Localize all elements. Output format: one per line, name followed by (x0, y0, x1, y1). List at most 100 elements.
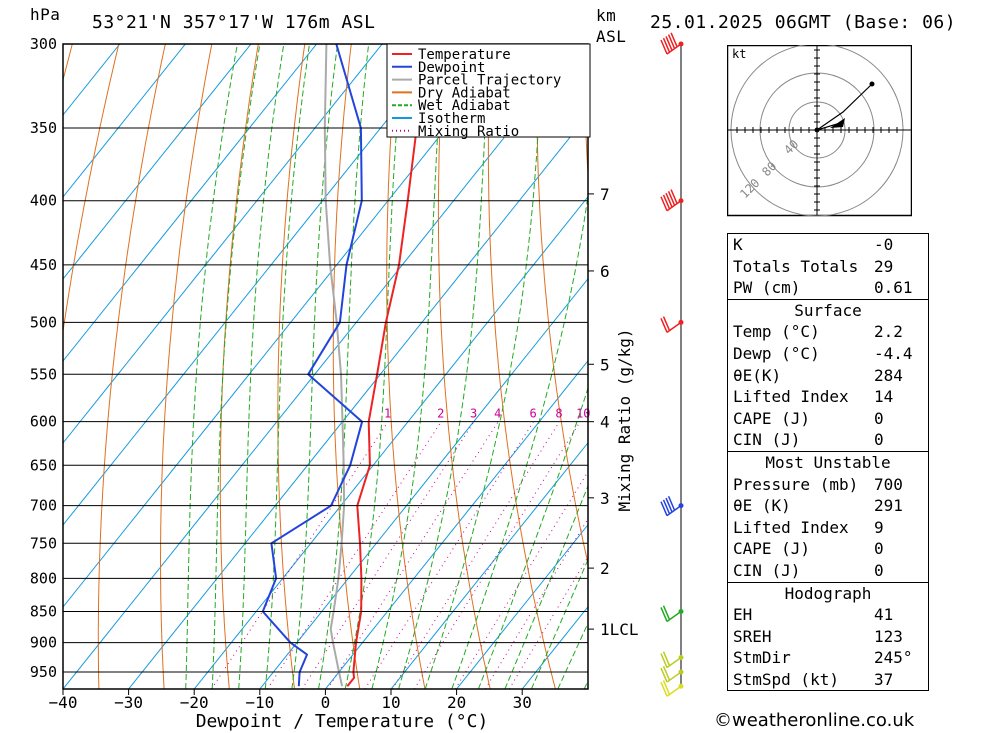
wet-adiabat-line (451, 193, 588, 689)
index-row: PW (cm) 0.61 (733, 278, 913, 298)
wind-barb-flag (662, 651, 671, 667)
km-tick-label: 1LCL (600, 620, 639, 639)
index-row: θE (K) 291 (733, 496, 903, 516)
mixing-ratio-line (301, 421, 475, 689)
wet-adiabat-line (344, 44, 405, 689)
location-title: 53°21'N 357°17'W 176m ASL (92, 12, 376, 33)
dry-adiabat-line (160, 44, 213, 689)
wind-barb-staff (666, 505, 682, 517)
dry-adiabat-line (63, 44, 120, 335)
index-row: CIN (J) 0 (733, 430, 884, 450)
x-axis-label: Dewpoint / Temperature (°C) (196, 711, 489, 732)
section-title: Surface (794, 300, 862, 320)
mixing-ratio-label: 8 (555, 407, 562, 421)
wet-adiabat-line (318, 44, 370, 689)
x-tick-label: 10 (381, 693, 400, 712)
wind-barb-staff (666, 321, 682, 333)
index-row: Temp (°C) 2.2 (733, 322, 903, 342)
dewpoint-line (261, 44, 364, 687)
wind-barb-flag (660, 196, 668, 212)
wet-adiabat-line (185, 44, 238, 689)
credit-text[interactable]: ©weatheronline.co.uk (714, 710, 915, 731)
pressure-tick-label: 550 (30, 365, 57, 383)
isotherm-line (63, 44, 121, 116)
pressure-tick-label: 450 (30, 256, 57, 274)
pressure-tick-label: 600 (30, 413, 57, 431)
x-tick-label: −20 (180, 693, 209, 712)
pressure-tick-label: 800 (30, 569, 57, 587)
pressure-tick-label: 950 (30, 663, 57, 681)
dry-adiabat-line (437, 44, 491, 689)
parcel-trajectory-line (323, 44, 346, 687)
hodograph-panel: kt 40 80 120 (726, 43, 913, 221)
x-tick-label: 20 (447, 693, 466, 712)
isotherm-line (456, 523, 588, 689)
index-row: StmSpd (kt) 37 (733, 669, 894, 689)
dry-adiabat-line (277, 44, 306, 689)
wet-adiabat-line (398, 44, 491, 689)
mixing-ratio-axis-label: Mixing Ratio (g/kg) (615, 328, 634, 511)
km-tick-label: 2 (600, 559, 610, 578)
km-tick-label: 4 (600, 413, 610, 432)
wet-adiabat-line (238, 44, 285, 689)
section-title: Hodograph (784, 583, 872, 603)
index-row: Pressure (mb) 700 (733, 474, 903, 494)
index-row: CIN (J) 0 (733, 560, 884, 580)
wind-barb (660, 495, 684, 517)
wind-barb-flag (667, 495, 676, 511)
wet-adiabat-line (477, 386, 588, 689)
wet-adiabat-line (530, 558, 588, 689)
index-row: StmDir 245° (733, 648, 913, 668)
wind-barb-staff (666, 43, 682, 55)
index-row: Dewp (°C) -4.4 (733, 343, 913, 363)
index-row: CAPE (J) 0 (733, 539, 884, 559)
wind-barb-flag (660, 607, 668, 622)
most-unstable-indices: Most Unstable Pressure (mb) 700 θE (K) 291… (728, 450, 928, 582)
wet-adiabat-line (371, 44, 445, 689)
wind-barb-flag (665, 497, 673, 513)
wind-barb (660, 189, 684, 212)
index-row: K -0 (733, 235, 894, 254)
wet-adiabat-line (424, 44, 544, 689)
isotherm-line (63, 44, 580, 689)
isotherm-line (63, 44, 449, 526)
wind-barb-flag (660, 39, 668, 55)
index-row: SREH 123 (733, 626, 903, 646)
dry-adiabat-line (332, 44, 361, 689)
wind-barb-flag (670, 189, 678, 204)
km-tick-label: 6 (600, 262, 610, 281)
wind-barb-staff (666, 685, 682, 697)
mixing-ratio-label: 10 (576, 407, 590, 421)
index-row: Lifted Index 14 (733, 387, 894, 407)
wind-barb (660, 316, 684, 333)
legend-label: Isotherm (418, 111, 485, 127)
pressure-tick-label: 350 (30, 119, 57, 137)
mixing-ratio-line (391, 421, 560, 689)
isotherm-line (63, 44, 317, 362)
wind-barb-flag (662, 605, 671, 620)
hodograph-indices: Hodograph EH 41 SREH 123 StmDir 245° StmSpd… (728, 581, 928, 691)
x-tick-label: −40 (49, 693, 78, 712)
index-row: Totals Totals 29 (733, 256, 894, 276)
asl-label: ASL (596, 27, 627, 46)
hodograph-unit-label: kt (732, 47, 746, 61)
km-label: km (596, 6, 617, 25)
wind-barb-flag (662, 665, 671, 681)
dry-adiabat-line (219, 44, 259, 689)
hodograph-trace (816, 83, 873, 131)
wind-barb-flag (662, 316, 671, 331)
wind-barb-flag (662, 680, 671, 695)
section-title: Most Unstable (765, 452, 891, 472)
isotherm-line (193, 195, 588, 689)
legend-label: Dewpoint (418, 60, 485, 76)
pressure-tick-label: 400 (30, 192, 57, 210)
wind-barb (660, 605, 684, 623)
storm-motion-line (816, 123, 838, 131)
temperature-line (346, 44, 443, 687)
mixing-ratio-line (364, 421, 534, 689)
km-tick-label: 3 (600, 489, 610, 508)
index-row: EH 41 (733, 605, 894, 625)
wet-adiabat-line (291, 44, 338, 689)
